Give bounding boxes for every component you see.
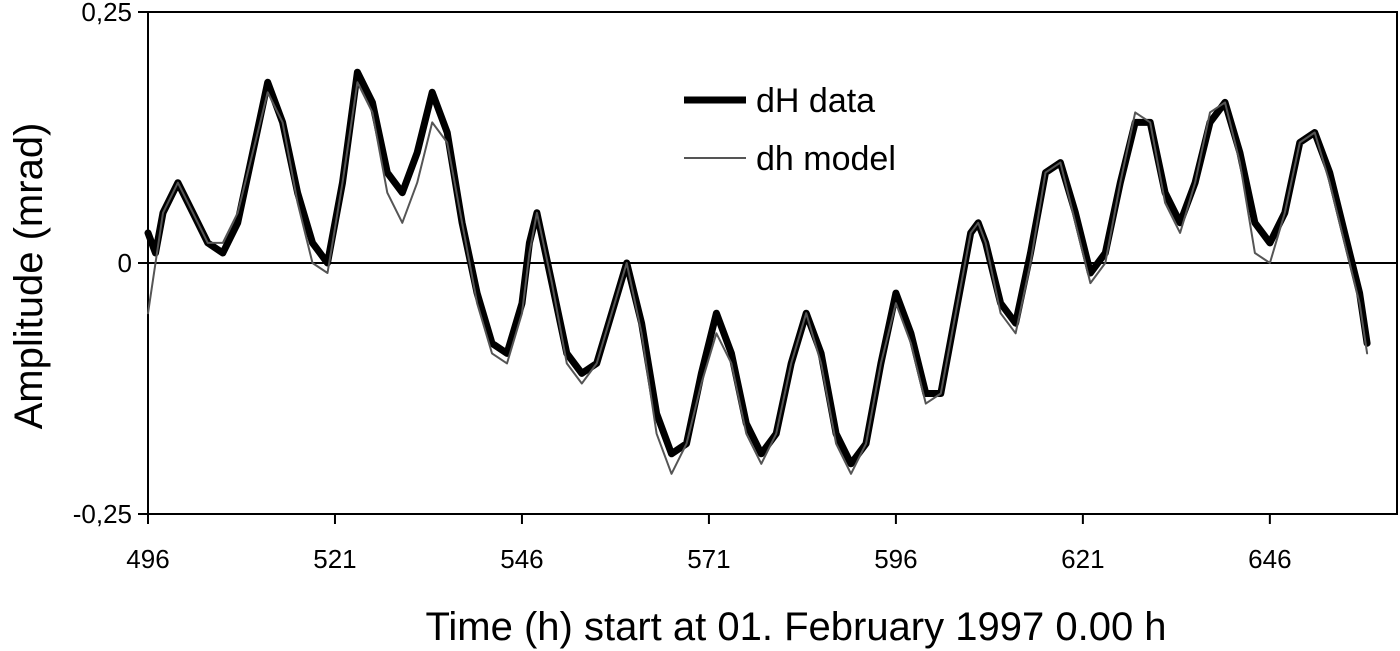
x-tick-label: 571: [687, 544, 730, 574]
legend-label: dH data: [756, 82, 875, 120]
legend: dH data dh model: [684, 82, 896, 178]
x-tick-label: 496: [126, 544, 169, 574]
y-tick-label: 0,25: [81, 0, 132, 27]
series-line-dh-data: [144, 68, 1371, 468]
legend-label: dh model: [756, 140, 896, 178]
x-tick-label: 646: [1248, 544, 1291, 574]
series-group: [144, 68, 1371, 475]
axes: 0,25 0 -0,25 496 521 546 571 596 621 646: [73, 0, 1398, 574]
x-tick-label: 521: [313, 544, 356, 574]
x-tick-label: 596: [874, 544, 917, 574]
y-axis-title: Amplitude (mrad): [7, 123, 51, 430]
x-axis-title: Time (h) start at 01. February 1997 0.00…: [425, 605, 1166, 649]
x-tick-label: 621: [1061, 544, 1104, 574]
series-line-dh-model: [147, 81, 1369, 475]
x-tick-label: 546: [500, 544, 543, 574]
axis-labels: Time (h) start at 01. February 1997 0.00…: [7, 123, 1167, 649]
y-tick-label: -0,25: [73, 499, 132, 529]
y-tick-label: 0: [118, 248, 132, 278]
